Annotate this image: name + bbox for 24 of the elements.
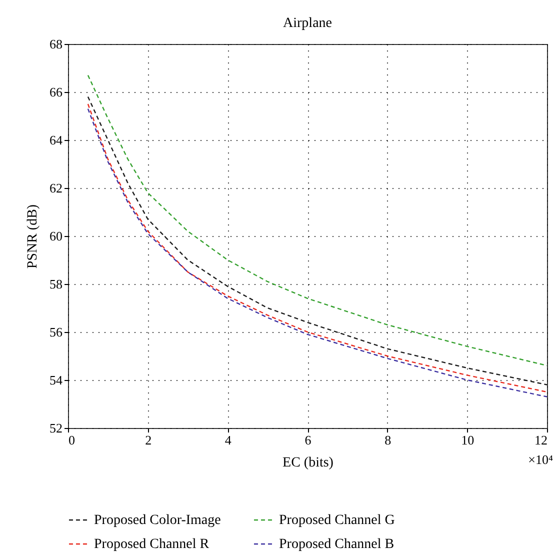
legend-label: Proposed Channel G — [279, 513, 395, 528]
chart-title: Airplane — [283, 16, 332, 31]
y-tick-label: 64 — [50, 132, 63, 148]
y-tick-label: 66 — [50, 84, 63, 100]
legend-label: Proposed Channel R — [94, 537, 210, 552]
x-tick-label: 8 — [384, 432, 392, 448]
y-tick-label: 62 — [50, 180, 62, 196]
x-tick-label: 12 — [534, 432, 548, 448]
legend-label: Proposed Color-Image — [94, 513, 221, 528]
x-tick-label: 2 — [145, 432, 152, 448]
text: ×10⁴ — [528, 452, 554, 467]
y-tick-label: 54 — [50, 372, 63, 388]
x-tick-label: 10 — [461, 432, 474, 448]
y-tick-label: 68 — [50, 36, 62, 52]
x-axis-title: EC (bits) — [282, 456, 334, 470]
x-tick-label: 6 — [304, 432, 312, 448]
y-axis-title: PSNR (dB) — [26, 204, 40, 269]
x-tick-label: 4 — [224, 432, 232, 448]
y-tick-label: 60 — [50, 228, 62, 244]
y-tick-label: 52 — [50, 420, 62, 436]
legend-label: Proposed Channel B — [279, 537, 394, 552]
y-tick-label: 56 — [50, 324, 63, 340]
x-tick-label: 0 — [68, 432, 75, 448]
y-tick-label: 58 — [50, 276, 62, 292]
